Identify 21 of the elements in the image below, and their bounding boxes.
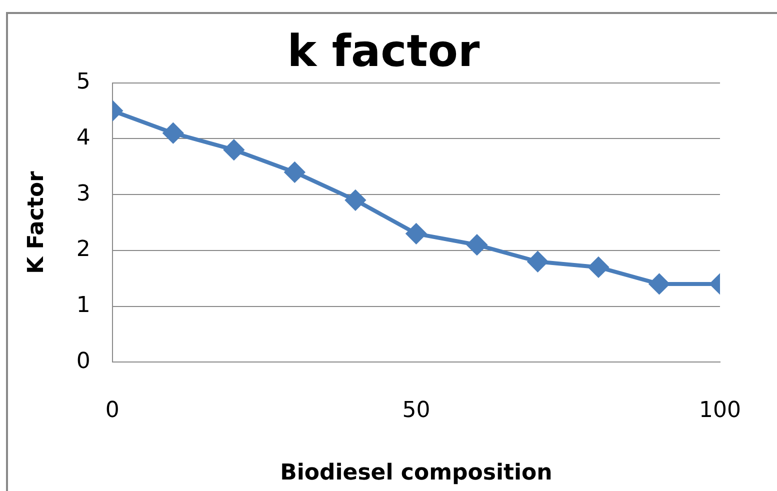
x-axis-title: Biodiesel composition — [280, 460, 552, 486]
point — [466, 234, 487, 255]
point — [224, 140, 244, 160]
chart-title: k factor — [287, 26, 480, 77]
point — [163, 123, 184, 144]
x-tick-label: 0 — [105, 398, 120, 424]
point — [528, 252, 548, 272]
y-tick-label: 3 — [76, 181, 90, 206]
point — [345, 190, 366, 210]
x-tick-label: 100 — [699, 398, 742, 424]
y-tick-label: 5 — [76, 70, 90, 95]
point — [649, 274, 670, 294]
y-axis-title: K Factor — [24, 170, 49, 274]
y-tick-label: 1 — [76, 293, 90, 318]
y-tick-label: 0 — [76, 348, 90, 374]
point — [284, 162, 305, 182]
x-tick-label: 50 — [402, 398, 430, 424]
y-tick-label: 2 — [76, 237, 90, 262]
point — [588, 257, 608, 278]
point — [406, 224, 426, 244]
y-tick-label: 4 — [76, 125, 90, 150]
